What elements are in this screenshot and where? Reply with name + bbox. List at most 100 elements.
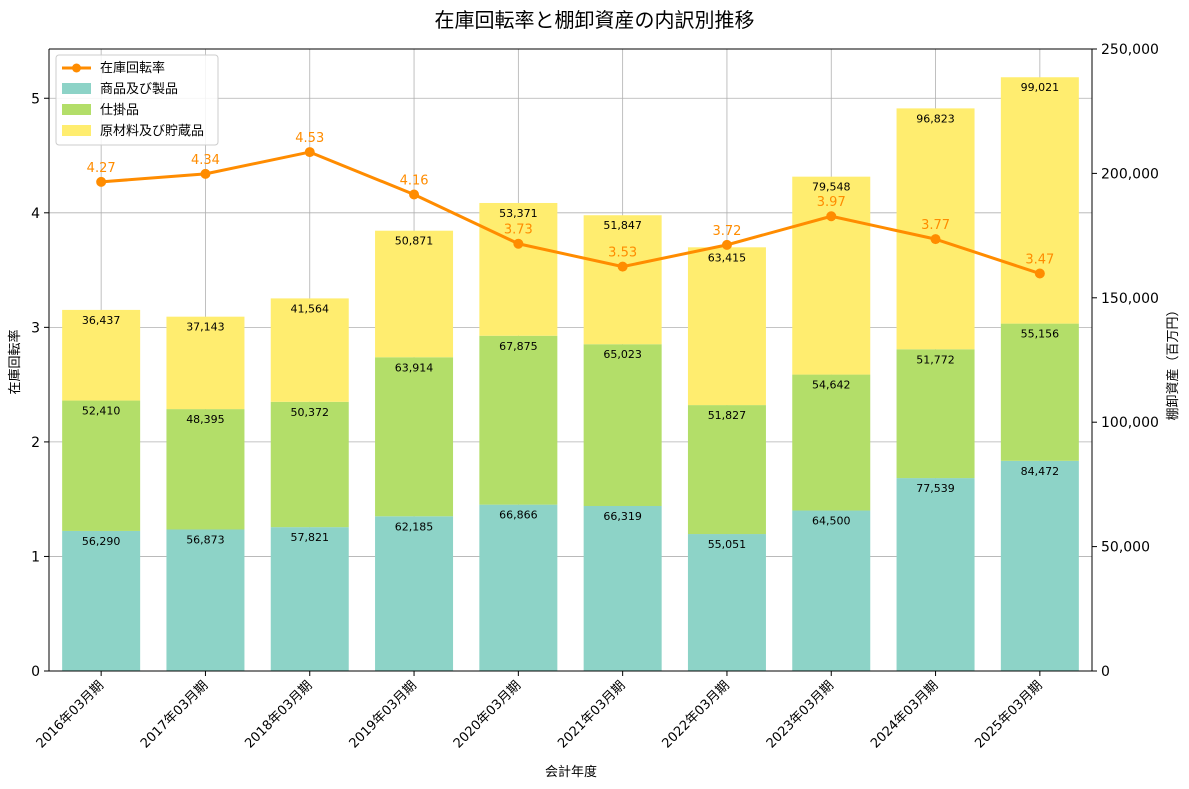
bar-segment — [792, 510, 871, 671]
bar-label-layer: 56,290 56,873 57,821 62,185 66,866 66,319 55,0… — [82, 81, 1059, 551]
bar-segment — [792, 176, 871, 375]
bar-segment — [479, 202, 558, 336]
bar-segment — [583, 215, 662, 345]
turnover-data-label: 3.47 — [1025, 253, 1054, 268]
bar-data-label: 37,143 — [186, 321, 225, 334]
bar-segment — [1000, 460, 1079, 671]
bar-data-label: 56,873 — [186, 534, 225, 547]
turnover-point — [617, 261, 628, 272]
line-layer: 4.27 4.34 4.53 4.16 3.73 3.53 3.72 3.97 3.77 3.47 — [87, 131, 1054, 279]
bar-data-label: 36,437 — [82, 314, 121, 327]
bar-data-label: 50,871 — [395, 235, 434, 248]
bar-data-label: 67,875 — [499, 340, 538, 353]
bar-segment — [270, 298, 349, 402]
turnover-point — [721, 239, 732, 250]
bar-data-label: 99,021 — [1021, 81, 1060, 94]
legend-line-marker — [72, 63, 81, 73]
bar-segment — [62, 530, 141, 671]
bar-segment — [166, 409, 245, 530]
turnover-point — [96, 176, 107, 187]
x-tick-label: 2017年03月期 — [138, 678, 211, 751]
bar-data-label: 64,500 — [812, 515, 851, 528]
bar-segment — [375, 230, 454, 358]
bar-segment — [583, 344, 662, 506]
legend-label-products: 商品及び製品 — [100, 82, 178, 97]
bar-data-label: 55,156 — [1021, 328, 1060, 341]
bar-segment — [62, 400, 141, 531]
bar-data-label: 57,821 — [291, 531, 330, 544]
bar-data-label: 56,290 — [82, 535, 121, 548]
bar-data-label: 51,847 — [603, 219, 642, 232]
y-axis-left-label: 在庫回転率 — [7, 329, 23, 394]
turnover-point — [930, 234, 941, 245]
bar-data-label: 96,823 — [916, 112, 955, 125]
y-right-tick-label: 0 — [1101, 664, 1110, 680]
bar-data-label: 51,772 — [916, 353, 955, 366]
bar-segment — [687, 247, 766, 406]
turnover-point — [826, 211, 837, 222]
bar-data-label: 66,319 — [603, 510, 642, 523]
bar-segment — [687, 405, 766, 535]
bar-segment — [1000, 77, 1079, 324]
y-right-tick-label: 50,000 — [1101, 540, 1150, 556]
turnover-data-label: 3.77 — [921, 218, 950, 233]
bar-data-label: 63,415 — [708, 251, 747, 264]
bar-data-label: 63,914 — [395, 361, 434, 374]
y-right-tick-label: 250,000 — [1101, 42, 1159, 58]
bar-data-label: 52,410 — [82, 405, 121, 418]
bar-segment — [166, 529, 245, 671]
bar-segment — [792, 374, 871, 511]
x-tick-label: 2021年03月期 — [555, 678, 628, 751]
bar-segment — [896, 108, 975, 350]
bar-data-label: 51,827 — [708, 409, 747, 422]
bar-data-label: 62,185 — [395, 520, 434, 533]
y-left-tick-label: 5 — [31, 91, 40, 107]
turnover-data-label: 4.53 — [295, 131, 324, 146]
bar-data-label: 50,372 — [291, 406, 330, 419]
bar-data-label: 54,642 — [812, 379, 851, 392]
legend-label-materials: 原材料及び貯蔵品 — [100, 124, 204, 139]
y-left-tick-label: 4 — [31, 206, 40, 222]
x-tick-label: 2022年03月期 — [659, 678, 732, 751]
bar-segment — [270, 401, 349, 528]
x-axis-label: 会計年度 — [545, 764, 597, 780]
bar-data-label: 77,539 — [916, 482, 955, 495]
bar-segment — [166, 316, 245, 410]
bar-segment — [479, 504, 558, 671]
x-tick-label: 2025年03月期 — [972, 678, 1045, 751]
y-right-tick-label: 200,000 — [1101, 166, 1159, 182]
bar-data-label: 65,023 — [603, 348, 642, 361]
chart-title: 在庫回転率と棚卸資産の内訳別推移 — [435, 8, 755, 32]
turnover-data-label: 3.53 — [608, 246, 637, 261]
bar-data-label: 41,564 — [291, 302, 330, 315]
legend-swatch-materials — [62, 125, 91, 136]
legend-swatch-wip — [62, 104, 91, 115]
y-left-tick-label: 0 — [31, 664, 40, 680]
legend: 在庫回転率 商品及び製品 仕掛品 原材料及び貯蔵品 — [55, 54, 219, 146]
bar-segment — [479, 335, 558, 505]
bar-data-label: 66,866 — [499, 509, 538, 522]
y-left-tick-label: 2 — [31, 435, 40, 451]
bar-segment — [270, 527, 349, 671]
turnover-data-label: 4.27 — [87, 161, 116, 176]
turnover-point — [1034, 268, 1045, 279]
x-tick-label: 2016年03月期 — [34, 678, 107, 751]
turnover-data-label: 3.72 — [712, 224, 741, 239]
bar-layer — [62, 77, 1079, 671]
y-axis-right-label: 棚卸資産（百万円） — [1165, 303, 1181, 420]
turnover-data-label: 3.73 — [504, 223, 533, 238]
bar-segment — [896, 478, 975, 671]
x-tick-label: 2020年03月期 — [451, 678, 524, 751]
legend-swatch-products — [62, 83, 91, 94]
turnover-line — [101, 150, 1041, 275]
turnover-point — [513, 238, 524, 249]
bar-segment — [896, 349, 975, 479]
bar-segment — [375, 357, 454, 517]
bar-segment — [687, 534, 766, 671]
legend-label-turnover: 在庫回転率 — [100, 60, 165, 76]
x-tick-label: 2023年03月期 — [764, 678, 837, 751]
bar-data-label: 53,371 — [499, 207, 538, 220]
turnover-data-label: 3.97 — [817, 195, 846, 210]
bar-segment — [375, 516, 454, 671]
